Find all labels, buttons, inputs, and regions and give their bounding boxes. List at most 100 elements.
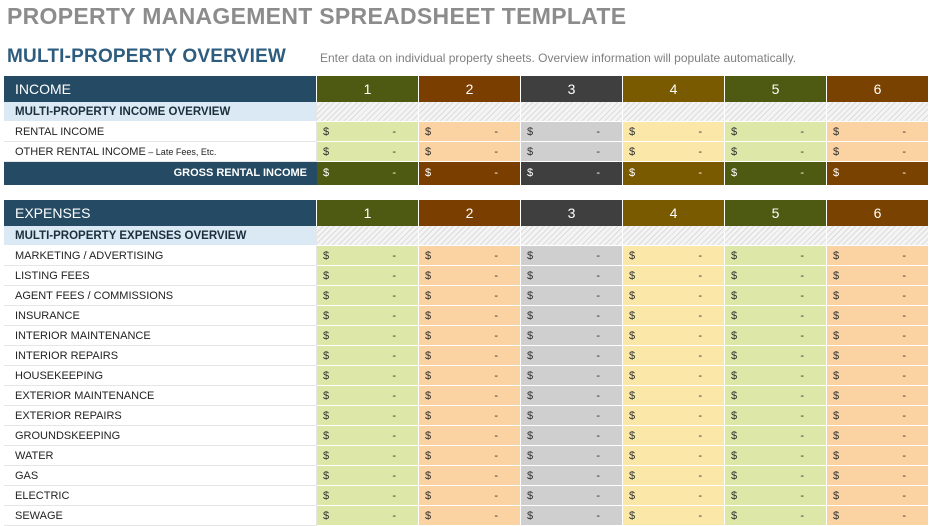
expense-cell-1[interactable]: $ -	[317, 386, 419, 406]
expense-cell-6[interactable]: $ -	[827, 286, 929, 306]
expense-cell-3[interactable]: $ -	[521, 306, 623, 326]
expense-cell-5[interactable]: $ -	[725, 306, 827, 326]
expense-cell-5[interactable]: $ -	[725, 326, 827, 346]
expense-cell-6[interactable]: $ -	[827, 306, 929, 326]
gross-cell[interactable]: $ -	[317, 162, 419, 185]
expense-cell-5[interactable]: $ -	[725, 486, 827, 506]
expense-cell-2[interactable]: $ -	[419, 446, 521, 466]
expense-cell-4[interactable]: $ -	[623, 486, 725, 506]
gross-cell[interactable]: $ -	[623, 162, 725, 185]
expense-cell-5[interactable]: $ -	[725, 446, 827, 466]
expense-cell-3[interactable]: $ -	[521, 406, 623, 426]
income-cell-2[interactable]: $ -	[419, 142, 521, 162]
expense-cell-3[interactable]: $ -	[521, 286, 623, 306]
expense-cell-3[interactable]: $ -	[521, 266, 623, 286]
gross-cell[interactable]: $ -	[725, 162, 827, 185]
expense-cell-2[interactable]: $ -	[419, 366, 521, 386]
expense-cell-6[interactable]: $ -	[827, 246, 929, 266]
expense-cell-3[interactable]: $ -	[521, 486, 623, 506]
expense-cell-1[interactable]: $ -	[317, 446, 419, 466]
expense-cell-2[interactable]: $ -	[419, 286, 521, 306]
income-cell-3[interactable]: $ -	[521, 142, 623, 162]
expense-cell-6[interactable]: $ -	[827, 466, 929, 486]
expense-cell-5[interactable]: $ -	[725, 246, 827, 266]
expense-cell-6[interactable]: $ -	[827, 486, 929, 506]
expense-cell-6[interactable]: $ -	[827, 446, 929, 466]
expense-cell-5[interactable]: $ -	[725, 506, 827, 526]
expense-cell-5[interactable]: $ -	[725, 406, 827, 426]
expense-cell-5[interactable]: $ -	[725, 286, 827, 306]
expense-cell-3[interactable]: $ -	[521, 366, 623, 386]
expense-cell-6[interactable]: $ -	[827, 326, 929, 346]
expense-cell-6[interactable]: $ -	[827, 346, 929, 366]
expense-cell-4[interactable]: $ -	[623, 286, 725, 306]
expense-cell-1[interactable]: $ -	[317, 246, 419, 266]
income-cell-6[interactable]: $ -	[827, 122, 929, 142]
expense-cell-1[interactable]: $ -	[317, 486, 419, 506]
income-cell-2[interactable]: $ -	[419, 122, 521, 142]
expense-cell-1[interactable]: $ -	[317, 286, 419, 306]
expense-cell-5[interactable]: $ -	[725, 426, 827, 446]
gross-cell[interactable]: $ -	[827, 162, 929, 185]
expense-cell-5[interactable]: $ -	[725, 346, 827, 366]
expense-cell-2[interactable]: $ -	[419, 426, 521, 446]
expense-cell-2[interactable]: $ -	[419, 506, 521, 526]
expense-cell-5[interactable]: $ -	[725, 466, 827, 486]
expense-cell-4[interactable]: $ -	[623, 246, 725, 266]
expense-cell-2[interactable]: $ -	[419, 246, 521, 266]
expense-cell-1[interactable]: $ -	[317, 266, 419, 286]
expense-cell-2[interactable]: $ -	[419, 266, 521, 286]
expense-cell-3[interactable]: $ -	[521, 346, 623, 366]
expense-cell-1[interactable]: $ -	[317, 346, 419, 366]
income-cell-6[interactable]: $ -	[827, 142, 929, 162]
expense-cell-4[interactable]: $ -	[623, 386, 725, 406]
expense-cell-1[interactable]: $ -	[317, 406, 419, 426]
expense-cell-4[interactable]: $ -	[623, 266, 725, 286]
expense-cell-6[interactable]: $ -	[827, 266, 929, 286]
expense-cell-2[interactable]: $ -	[419, 466, 521, 486]
expense-cell-4[interactable]: $ -	[623, 406, 725, 426]
expense-cell-2[interactable]: $ -	[419, 386, 521, 406]
expense-cell-3[interactable]: $ -	[521, 326, 623, 346]
expense-cell-1[interactable]: $ -	[317, 466, 419, 486]
expense-cell-2[interactable]: $ -	[419, 306, 521, 326]
expense-cell-3[interactable]: $ -	[521, 246, 623, 266]
expense-cell-6[interactable]: $ -	[827, 406, 929, 426]
expense-cell-2[interactable]: $ -	[419, 326, 521, 346]
expense-cell-3[interactable]: $ -	[521, 466, 623, 486]
income-cell-5[interactable]: $ -	[725, 142, 827, 162]
income-cell-1[interactable]: $ -	[317, 122, 419, 142]
expense-cell-4[interactable]: $ -	[623, 506, 725, 526]
gross-cell[interactable]: $ -	[419, 162, 521, 185]
expense-cell-3[interactable]: $ -	[521, 426, 623, 446]
expense-cell-5[interactable]: $ -	[725, 366, 827, 386]
expense-cell-4[interactable]: $ -	[623, 346, 725, 366]
expense-cell-1[interactable]: $ -	[317, 326, 419, 346]
expense-cell-3[interactable]: $ -	[521, 446, 623, 466]
expense-cell-4[interactable]: $ -	[623, 446, 725, 466]
expense-cell-4[interactable]: $ -	[623, 306, 725, 326]
expense-cell-2[interactable]: $ -	[419, 346, 521, 366]
income-cell-4[interactable]: $ -	[623, 142, 725, 162]
income-cell-1[interactable]: $ -	[317, 142, 419, 162]
expense-cell-5[interactable]: $ -	[725, 266, 827, 286]
income-cell-4[interactable]: $ -	[623, 122, 725, 142]
expense-cell-2[interactable]: $ -	[419, 486, 521, 506]
expense-cell-6[interactable]: $ -	[827, 426, 929, 446]
expense-cell-1[interactable]: $ -	[317, 366, 419, 386]
expense-cell-6[interactable]: $ -	[827, 386, 929, 406]
expense-cell-3[interactable]: $ -	[521, 386, 623, 406]
gross-cell[interactable]: $ -	[521, 162, 623, 185]
expense-cell-3[interactable]: $ -	[521, 506, 623, 526]
income-cell-3[interactable]: $ -	[521, 122, 623, 142]
expense-cell-6[interactable]: $ -	[827, 366, 929, 386]
expense-cell-1[interactable]: $ -	[317, 306, 419, 326]
expense-cell-5[interactable]: $ -	[725, 386, 827, 406]
income-cell-5[interactable]: $ -	[725, 122, 827, 142]
expense-cell-1[interactable]: $ -	[317, 506, 419, 526]
expense-cell-6[interactable]: $ -	[827, 506, 929, 526]
expense-cell-4[interactable]: $ -	[623, 426, 725, 446]
expense-cell-4[interactable]: $ -	[623, 466, 725, 486]
expense-cell-2[interactable]: $ -	[419, 406, 521, 426]
expense-cell-4[interactable]: $ -	[623, 326, 725, 346]
